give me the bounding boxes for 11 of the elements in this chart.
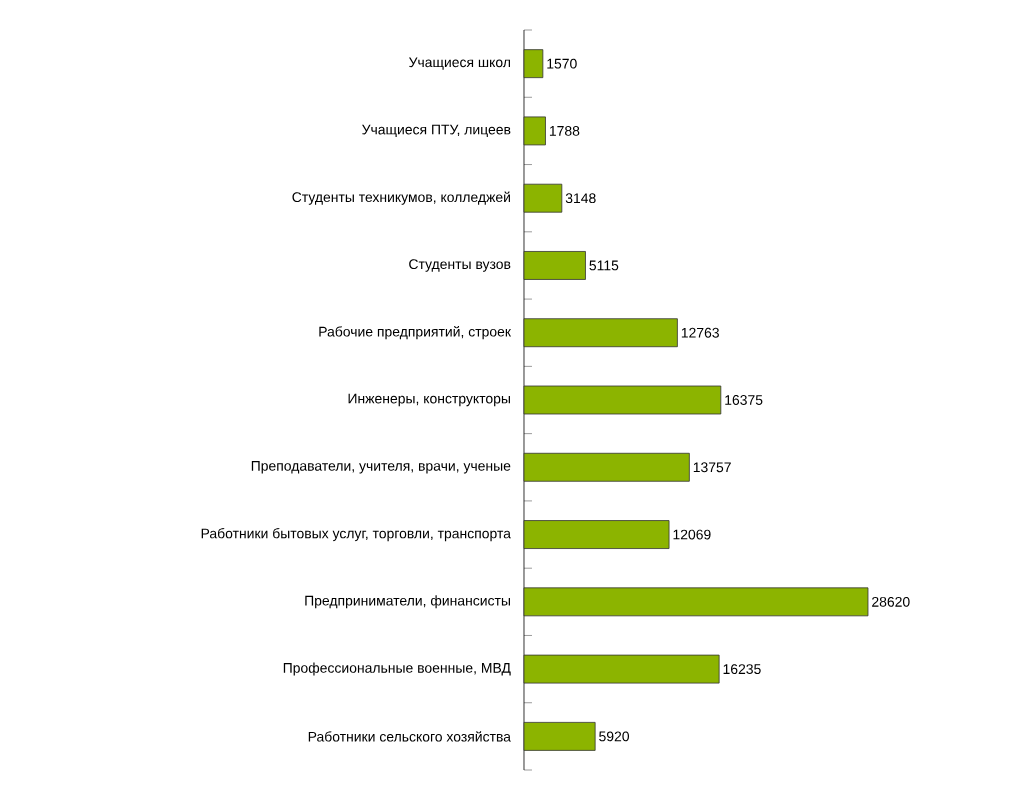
bar bbox=[523, 721, 596, 751]
bar bbox=[523, 654, 720, 684]
bar bbox=[523, 452, 690, 482]
bar bbox=[523, 49, 544, 79]
bar bbox=[523, 318, 678, 348]
bar bbox=[523, 116, 546, 146]
bar bbox=[523, 385, 722, 415]
bar bbox=[523, 183, 563, 213]
bar bbox=[523, 520, 670, 549]
bar bbox=[523, 587, 869, 617]
bar bbox=[523, 251, 586, 280]
